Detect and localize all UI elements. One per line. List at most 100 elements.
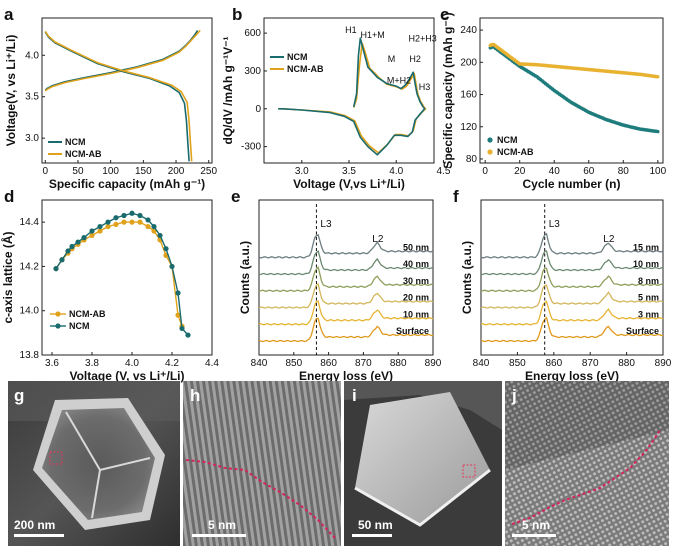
x-tick-label: 50 bbox=[72, 166, 84, 177]
peak-label: M bbox=[388, 54, 396, 64]
spectrum-label: 8 nm bbox=[638, 276, 659, 286]
peak-label-l3: L3 bbox=[549, 219, 561, 230]
legend-marker bbox=[55, 323, 61, 329]
peak-label: H1+M bbox=[360, 30, 384, 40]
data-point bbox=[137, 212, 143, 219]
tem-h-scale-label: 5 nm bbox=[208, 518, 236, 532]
y-axis-label: Specific capacity (mAh g⁻¹) bbox=[441, 12, 455, 168]
spectrum-label: 20 nm bbox=[403, 293, 429, 303]
data-point bbox=[75, 239, 81, 245]
spectrum-line bbox=[480, 267, 664, 293]
x-tick-label: 870 bbox=[582, 358, 599, 369]
x-tick-label: 200 bbox=[168, 166, 185, 177]
series-line bbox=[44, 29, 201, 92]
spectrum-line bbox=[258, 317, 434, 343]
x-axis-label: Cycle number (n) bbox=[522, 177, 620, 191]
y-tick-label: -300 bbox=[241, 142, 261, 153]
x-tick-label: 3.5 bbox=[342, 166, 356, 177]
y-tick-label: 14.4 bbox=[20, 217, 40, 228]
y-axis-label: Counts (a.u.) bbox=[460, 241, 474, 314]
data-point bbox=[113, 221, 119, 227]
panel-letter-i: i bbox=[352, 386, 357, 405]
y-tick-label: 4.0 bbox=[25, 50, 39, 61]
y-tick-label: 13.8 bbox=[20, 350, 40, 361]
y-tick-label: 80 bbox=[466, 154, 478, 165]
tem-i-region-box bbox=[462, 464, 476, 478]
x-tick-label: 250 bbox=[200, 166, 217, 177]
legend-label: NCM bbox=[497, 135, 518, 145]
data-point bbox=[97, 228, 103, 234]
peak-label-l3: L3 bbox=[320, 219, 332, 230]
panel-letter-b: b bbox=[232, 5, 242, 24]
data-point bbox=[129, 210, 135, 216]
x-axis-label: Voltage (V,vs Li⁺/Li) bbox=[293, 177, 405, 191]
spectrum-line bbox=[480, 300, 664, 326]
y-tick-label: 600 bbox=[244, 28, 261, 39]
tem-j-upper-shade bbox=[505, 381, 669, 470]
spectrum-label: 5 nm bbox=[638, 293, 659, 303]
data-point bbox=[656, 75, 660, 79]
data-point bbox=[97, 223, 103, 230]
x-tick-label: 150 bbox=[135, 166, 152, 177]
tem-panel-j: 5 nm j bbox=[505, 381, 669, 546]
chart-c: 0 20 40 60 80 100 80 120 160 200 240 Cycle number (… bbox=[440, 5, 667, 191]
x-axis-label: Voltage (V, vs Li⁺/Li) bbox=[69, 369, 184, 383]
tem-i-edge bbox=[354, 468, 491, 527]
panel-letter-g: g bbox=[14, 386, 24, 405]
spectrum-line bbox=[480, 284, 664, 309]
y-tick-label: 0 bbox=[255, 104, 261, 115]
plot-frame bbox=[480, 199, 664, 356]
data-point bbox=[89, 228, 95, 234]
y-axis-label: Voltage(V, vs Li⁺/Li) bbox=[4, 35, 18, 147]
tem-j-interface-line bbox=[511, 429, 661, 525]
legend-marker bbox=[487, 137, 493, 143]
data-point bbox=[69, 243, 75, 250]
legend-label: NCM bbox=[69, 321, 90, 331]
spectrum-line bbox=[258, 266, 434, 293]
data-point bbox=[53, 266, 59, 272]
x-tick-label: 4.2 bbox=[165, 358, 179, 369]
x-axis-label: Specific capacity (mAh g⁻¹) bbox=[49, 177, 205, 191]
y-tick-label: 14.2 bbox=[20, 261, 40, 272]
x-tick-label: 890 bbox=[425, 358, 442, 369]
peak-label-l2: L2 bbox=[603, 234, 615, 245]
peak-label-l2: L2 bbox=[372, 234, 384, 245]
x-tick-label: 4.5 bbox=[436, 166, 450, 177]
chart-e: 840 850 860 870 880 890 Energy loss (eV) Counts… bbox=[231, 187, 442, 383]
panel-letter-e: e bbox=[231, 187, 240, 206]
plot-frame bbox=[258, 199, 434, 356]
x-tick-label: 3.8 bbox=[85, 358, 99, 369]
tem-g-scale-bar bbox=[14, 534, 64, 537]
panel-letter-f: f bbox=[453, 187, 459, 206]
y-tick-label: 120 bbox=[460, 122, 477, 133]
data-point bbox=[121, 212, 127, 219]
data-point bbox=[105, 223, 111, 230]
spectrum-label: 30 nm bbox=[403, 276, 429, 286]
data-point bbox=[65, 248, 71, 254]
y-tick-label: 200 bbox=[460, 57, 477, 68]
data-point bbox=[169, 263, 175, 270]
tem-i-top-region bbox=[344, 381, 502, 430]
x-tick-label: 850 bbox=[285, 358, 302, 369]
tem-g-grain-boundary bbox=[65, 411, 151, 519]
y-tick-label: 300 bbox=[244, 66, 261, 77]
y-axis-label: c-axis lattice (Å) bbox=[0, 231, 15, 323]
x-tick-label: 20 bbox=[514, 166, 526, 177]
data-point bbox=[137, 219, 143, 225]
spectrum-label: Surface bbox=[396, 326, 429, 336]
data-point bbox=[121, 219, 127, 225]
data-point bbox=[179, 325, 185, 332]
data-point bbox=[105, 219, 111, 225]
tem-g-scale-label: 200 nm bbox=[14, 518, 55, 532]
data-point bbox=[89, 232, 95, 239]
x-tick-label: 840 bbox=[473, 358, 490, 369]
x-tick-label: 0 bbox=[482, 166, 488, 177]
data-point bbox=[59, 257, 65, 263]
y-tick-label: 3.0 bbox=[25, 133, 39, 144]
tem-h-scale-bar bbox=[192, 534, 246, 537]
spectrum-label: 40 nm bbox=[403, 259, 429, 269]
tem-j-scale-bar bbox=[512, 534, 556, 537]
data-point bbox=[145, 217, 151, 223]
